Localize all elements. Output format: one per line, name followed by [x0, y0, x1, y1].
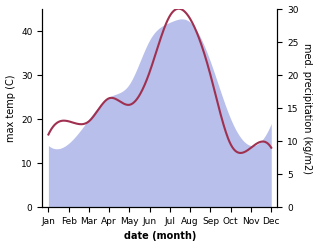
X-axis label: date (month): date (month)	[124, 231, 196, 242]
Y-axis label: max temp (C): max temp (C)	[5, 74, 16, 142]
Y-axis label: med. precipitation (kg/m2): med. precipitation (kg/m2)	[302, 43, 313, 174]
